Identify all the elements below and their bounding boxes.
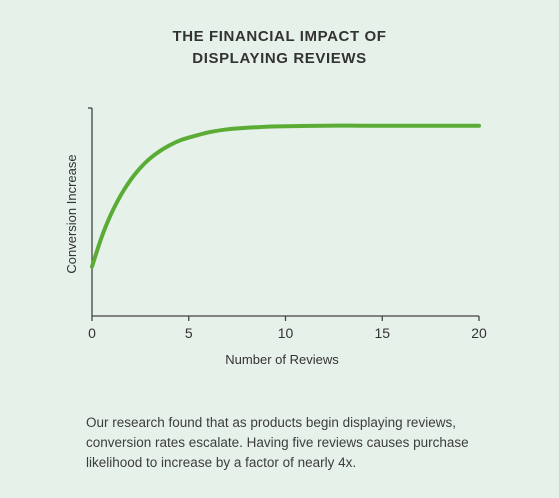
x-axis-label: Number of Reviews [225, 352, 339, 367]
chart-caption: Our research found that as products begi… [86, 415, 469, 470]
x-tick-label-15: 15 [374, 325, 390, 341]
x-tick-label-0: 0 [88, 325, 96, 341]
chart-svg: 0 5 10 15 20 Number of Reviews Conversion In… [64, 107, 487, 367]
x-axis-ticks: 0 5 10 15 20 [88, 316, 487, 341]
chart-title-line-1: THE FINANCIAL IMPACT OF [172, 28, 387, 45]
chart-series [90, 123, 481, 269]
chart-axes [88, 107, 479, 317]
chart-title: THE FINANCIAL IMPACT OF DISPLAYING REVIE… [0, 26, 559, 70]
x-tick-label-10: 10 [278, 325, 294, 341]
x-tick-label-20: 20 [471, 325, 487, 341]
chart-title-line-2: DISPLAYING REVIEWS [192, 50, 367, 67]
series-line-0 [90, 123, 481, 269]
x-tick-label-5: 5 [185, 325, 193, 341]
y-axis-label: Conversion Increase [64, 154, 79, 273]
